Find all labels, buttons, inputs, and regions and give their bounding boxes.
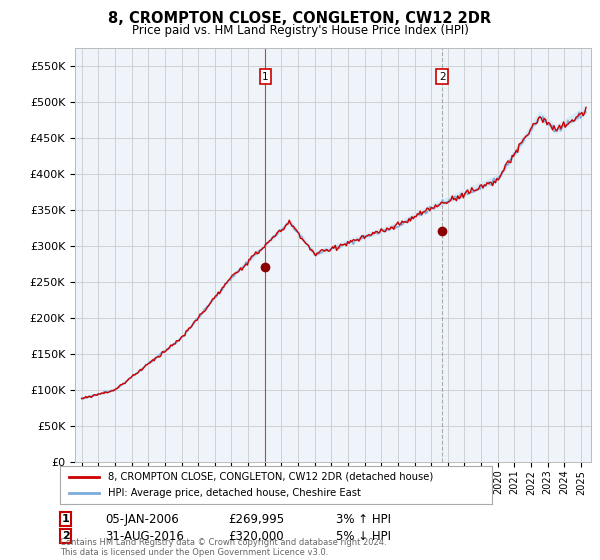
Text: £320,000: £320,000 bbox=[228, 530, 284, 543]
Text: Contains HM Land Registry data © Crown copyright and database right 2024.
This d: Contains HM Land Registry data © Crown c… bbox=[60, 538, 386, 557]
Text: 5% ↓ HPI: 5% ↓ HPI bbox=[336, 530, 391, 543]
Text: 2: 2 bbox=[439, 72, 446, 82]
Text: 8, CROMPTON CLOSE, CONGLETON, CW12 2DR: 8, CROMPTON CLOSE, CONGLETON, CW12 2DR bbox=[109, 11, 491, 26]
Text: 1: 1 bbox=[262, 72, 269, 82]
Text: Price paid vs. HM Land Registry's House Price Index (HPI): Price paid vs. HM Land Registry's House … bbox=[131, 24, 469, 36]
Text: 2: 2 bbox=[62, 531, 70, 542]
Text: £269,995: £269,995 bbox=[228, 512, 284, 526]
Text: 31-AUG-2016: 31-AUG-2016 bbox=[105, 530, 184, 543]
Text: 8, CROMPTON CLOSE, CONGLETON, CW12 2DR (detached house): 8, CROMPTON CLOSE, CONGLETON, CW12 2DR (… bbox=[107, 472, 433, 482]
Text: 05-JAN-2006: 05-JAN-2006 bbox=[105, 512, 179, 526]
Text: 1: 1 bbox=[62, 514, 70, 524]
Text: HPI: Average price, detached house, Cheshire East: HPI: Average price, detached house, Ches… bbox=[107, 488, 361, 498]
Text: 3% ↑ HPI: 3% ↑ HPI bbox=[336, 512, 391, 526]
